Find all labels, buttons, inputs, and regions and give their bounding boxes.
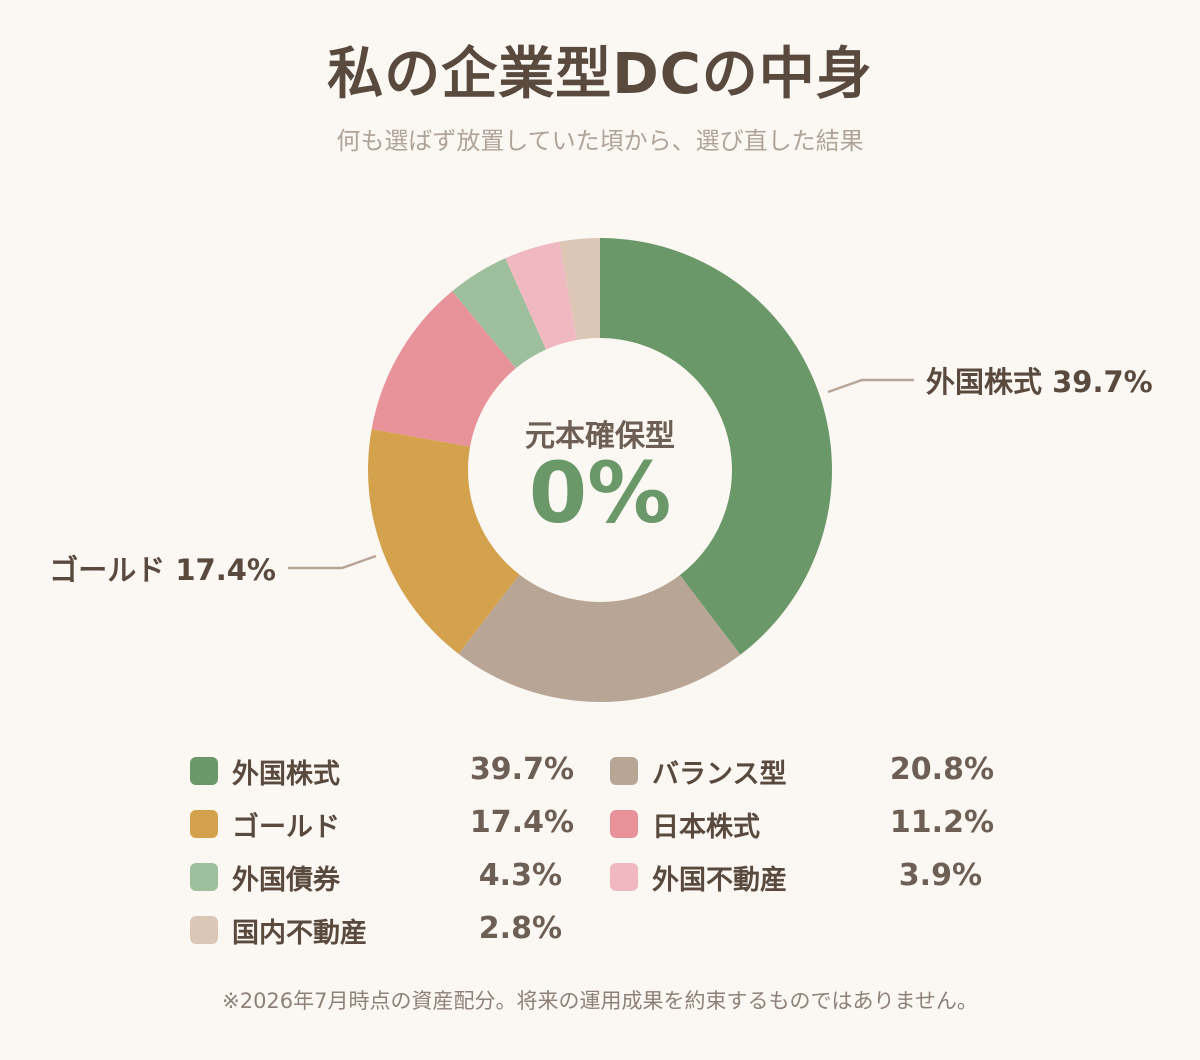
page-subtitle: 何も選ばず放置していた頃から、選び直した結果: [336, 127, 864, 155]
slice-5: [505, 241, 577, 350]
legend-swatch: [190, 757, 218, 785]
legend-value: 2.8%: [478, 911, 562, 946]
page-title: 私の企業型DCの中身: [327, 42, 873, 107]
footnote: ※2026年7月時点の資産配分。将来の運用成果を約束するものではありません。: [222, 989, 978, 1013]
callout-label-gold: ゴールド 17.4%: [49, 553, 276, 587]
legend-value: 17.4%: [469, 805, 574, 840]
legend-swatch: [610, 863, 638, 891]
slice-3: [371, 291, 516, 447]
center-value: 0%: [529, 444, 672, 542]
callout-line-foreign-stocks: [827, 378, 914, 394]
slice-4: [452, 258, 547, 369]
legend-label: 外国不動産: [652, 864, 787, 896]
legend-label: ゴールド: [232, 811, 340, 843]
legend-swatch: [190, 863, 218, 891]
legend-label: 外国株式: [232, 758, 340, 790]
slice-0: [600, 238, 832, 655]
legend-value: 39.7%: [469, 752, 574, 787]
center-label: 元本確保型: [525, 419, 675, 454]
donut-slices: [368, 238, 832, 702]
legend-swatch: [190, 810, 218, 838]
callout-gold: ゴールド 17.4%: [49, 553, 377, 587]
callout-line-gold: [288, 554, 377, 570]
legend-item-balanced: バランス型: [610, 748, 786, 794]
legend-label: 日本株式: [652, 811, 760, 843]
legend-value: 4.3%: [478, 858, 562, 893]
legend-item-domestic-reit: 国内不動産: [190, 907, 367, 953]
legend-value: 3.9%: [898, 858, 982, 893]
legend-item-gold: ゴールド: [190, 801, 340, 847]
legend-swatch: [610, 810, 638, 838]
legend-item-foreign-reit: 外国不動産: [610, 854, 787, 900]
legend-label: 国内不動産: [232, 917, 367, 949]
callout-foreign-stocks: 外国株式 39.7%: [827, 365, 1153, 399]
legend-item-japan-stocks: 日本株式: [610, 801, 760, 847]
slice-1: [458, 574, 741, 702]
legend-item-foreign-stocks: 外国株式: [190, 748, 340, 794]
legend-item-foreign-bonds: 外国債券: [190, 854, 340, 900]
callout-label-foreign-stocks: 外国株式 39.7%: [926, 365, 1153, 399]
slice-6: [559, 238, 600, 341]
slice-2: [368, 429, 520, 654]
legend-swatch: [190, 916, 218, 944]
legend-swatch: [610, 757, 638, 785]
legend-value: 11.2%: [889, 805, 994, 840]
legend-label: 外国債券: [232, 864, 340, 896]
legend-label: バランス型: [652, 758, 787, 790]
legend-value: 20.8%: [889, 752, 994, 787]
